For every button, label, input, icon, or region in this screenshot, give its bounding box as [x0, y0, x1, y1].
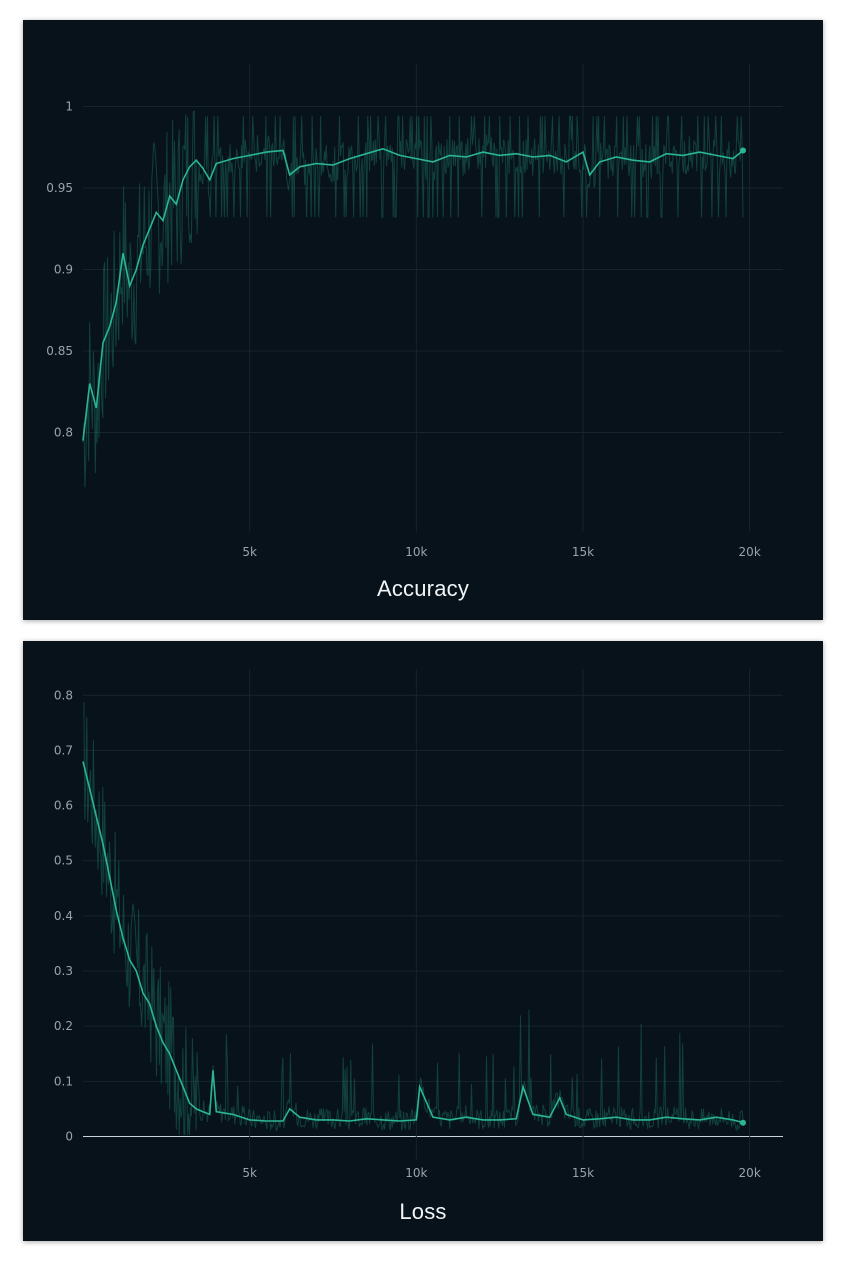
accuracy-y-tick-label: 1: [65, 99, 73, 113]
accuracy-x-tick-label: 15k: [572, 545, 594, 559]
accuracy-chart-card: 0.8 0.85 0.9 0.95 1 5k 10k 15k 20k Accuracy: [23, 20, 823, 620]
accuracy-series-end-point: [740, 147, 746, 154]
loss-x-tick-label: 20k: [739, 1166, 761, 1180]
loss-chart-plot: 0 0.1 0.2 0.3 0.4 0.5 0.6 0.7 0.8 5k 10k 15k 20k: [54, 669, 783, 1180]
accuracy-x-tick-label: 20k: [739, 545, 761, 559]
accuracy-y-tick-label: 0.8: [54, 425, 73, 439]
loss-raw-series-line: [82, 702, 744, 1136]
loss-x-tick-label: 10k: [405, 1166, 427, 1180]
loss-y-tick-label: 0: [65, 1129, 73, 1143]
loss-chart-title: Loss: [399, 1199, 447, 1224]
loss-y-tick-label: 0.2: [54, 1019, 73, 1033]
loss-y-tick-label: 0.7: [54, 743, 73, 757]
loss-series-end-point: [740, 1119, 746, 1126]
accuracy-raw-series-line: [82, 110, 744, 488]
accuracy-x-tick-label: 10k: [405, 545, 427, 559]
accuracy-x-tick-label: 5k: [242, 545, 257, 559]
accuracy-y-tick-label: 0.9: [54, 262, 73, 276]
accuracy-y-tick-label: 0.85: [46, 344, 73, 358]
loss-y-tick-label: 0.8: [54, 688, 73, 702]
accuracy-series-line: [82, 147, 744, 441]
loss-y-tick-label: 0.1: [54, 1074, 73, 1088]
loss-y-tick-label: 0.3: [54, 964, 73, 978]
accuracy-chart-title: Accuracy: [376, 576, 470, 601]
loss-series-line: [82, 761, 744, 1124]
loss-y-tick-label: 0.5: [54, 854, 73, 868]
loss-y-tick-label: 0.6: [54, 799, 73, 813]
loss-chart-card: 0 0.1 0.2 0.3 0.4 0.5 0.6 0.7 0.8 5k 10k 15k 20k Los…: [23, 641, 823, 1241]
loss-x-tick-label: 15k: [572, 1166, 594, 1180]
loss-y-tick-label: 0.4: [54, 909, 73, 923]
loss-x-tick-label: 5k: [242, 1166, 257, 1180]
accuracy-y-tick-label: 0.95: [46, 181, 73, 195]
